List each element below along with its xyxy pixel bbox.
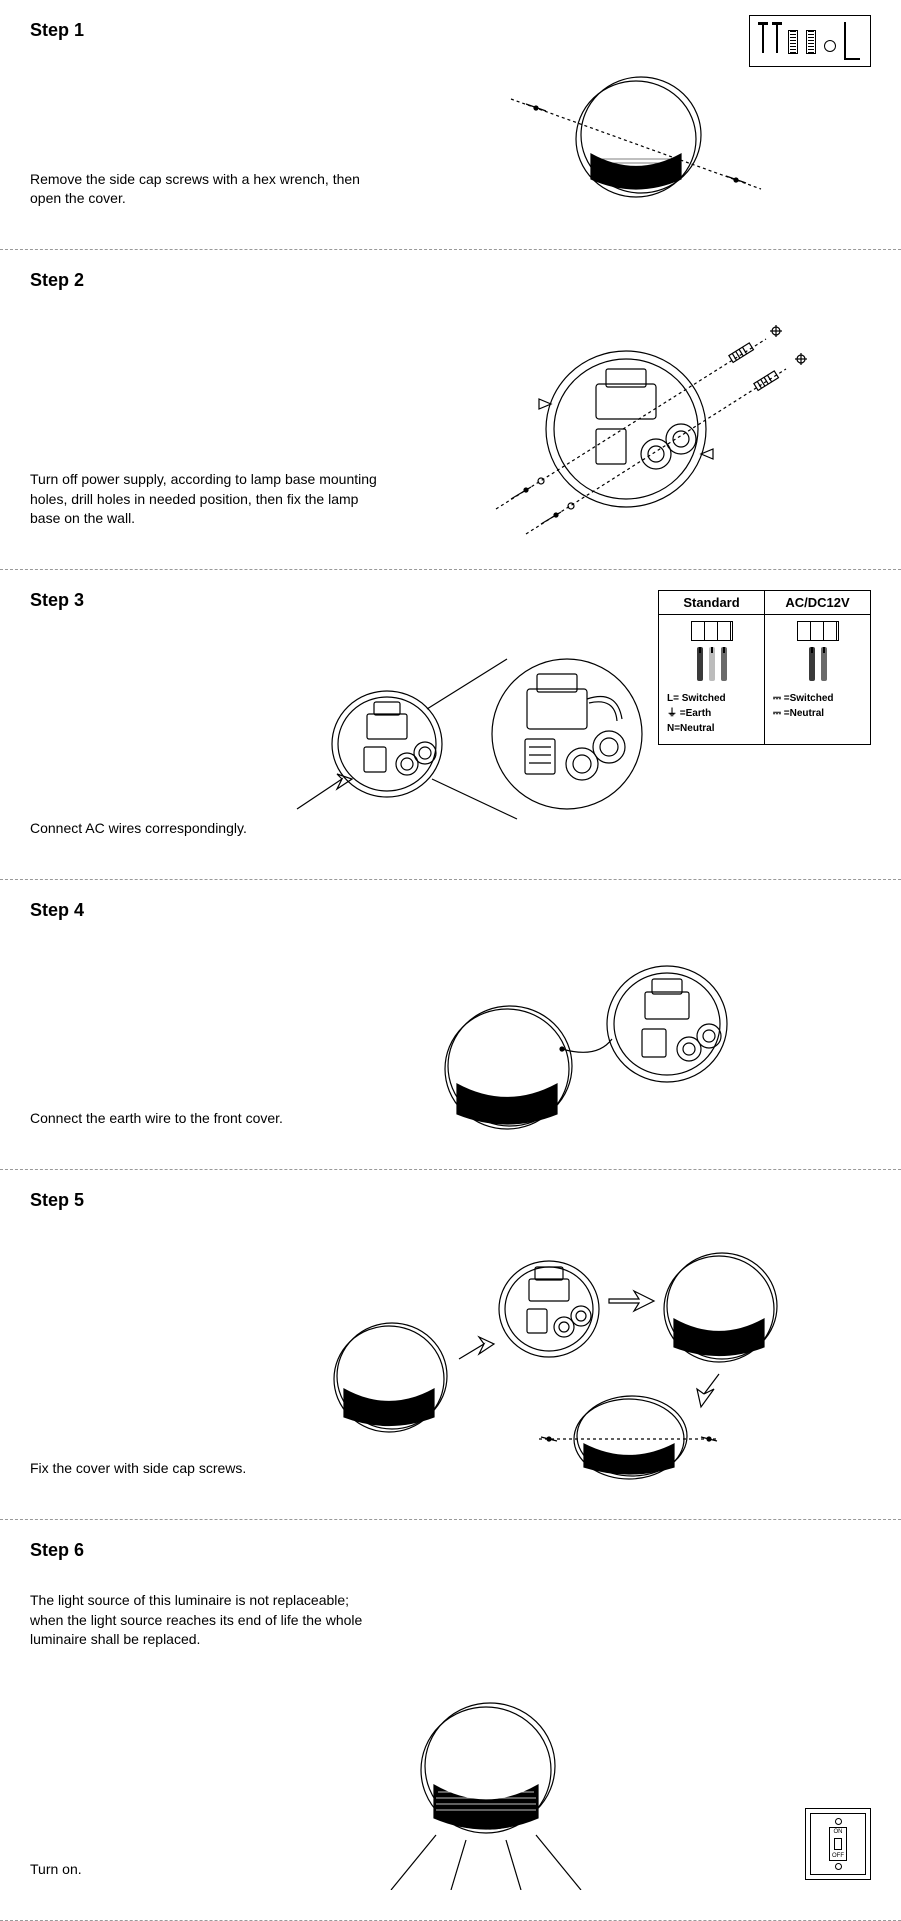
step-title: Step 4 bbox=[30, 900, 871, 921]
step-4: Step 4 Connect the earth wire to the fro… bbox=[0, 880, 901, 1170]
switch-paddle-icon bbox=[830, 1836, 846, 1852]
wiring-legend: ⎓ =Switched ⎓ =Neutral bbox=[765, 687, 870, 729]
ac-wiring-diagram bbox=[267, 629, 647, 849]
wire-neutral-icon bbox=[721, 647, 727, 681]
step-3: Step 3 Standard L= Switched ⏚ =Earth N=N… bbox=[0, 570, 901, 880]
step-2-figure bbox=[400, 309, 871, 539]
wall-anchor-icon bbox=[806, 30, 816, 54]
wiring-header: AC/DC12V bbox=[765, 591, 870, 615]
step-body: Fix the cover with side cap screws. bbox=[30, 1229, 871, 1489]
legend-row: ⎓ =Switched bbox=[773, 691, 862, 706]
switch-off-label: OFF bbox=[830, 1852, 846, 1860]
assembly-sequence-diagram bbox=[319, 1229, 819, 1489]
earth-wire-diagram bbox=[397, 939, 777, 1139]
step-text: Fix the cover with side cap screws. bbox=[30, 1459, 246, 1489]
step-title: Step 5 bbox=[30, 1190, 871, 1211]
wire-earth-icon bbox=[709, 647, 715, 681]
washer-icon bbox=[824, 40, 836, 52]
step-1-figure bbox=[400, 59, 871, 219]
wall-anchor-icon bbox=[788, 30, 798, 54]
legend-row: N=Neutral bbox=[667, 721, 756, 736]
step-5-figure bbox=[266, 1229, 871, 1489]
wire-group bbox=[809, 647, 827, 681]
screw-icon bbox=[774, 22, 780, 53]
step-4-figure bbox=[303, 939, 871, 1139]
step-body: Connect the earth wire to the front cove… bbox=[30, 939, 871, 1139]
step-1: Step 1 Remove the side cap screws with a… bbox=[0, 0, 901, 250]
light-on-diagram bbox=[336, 1690, 636, 1890]
hardware-kit-box bbox=[749, 15, 871, 67]
wire-switched-icon bbox=[809, 647, 815, 681]
step-body: Turn off power supply, according to lamp… bbox=[30, 309, 871, 539]
step-6: Step 6 ON OFF The light source of this l… bbox=[0, 1520, 901, 1921]
legend-row: ⎓ =Neutral bbox=[773, 706, 862, 721]
legend-row: ⏚ =Earth bbox=[667, 706, 756, 721]
step-2: Step 2 Turn off power supply, according … bbox=[0, 250, 901, 570]
wiring-icons bbox=[765, 615, 870, 687]
wiring-column-acdc12v: AC/DC12V ⎓ =Switched ⎓ =Neutral bbox=[765, 591, 870, 744]
wiring-header: Standard bbox=[659, 591, 764, 615]
step-title: Step 1 bbox=[30, 20, 871, 41]
step-text: Turn on. bbox=[30, 1860, 82, 1890]
wire-group bbox=[697, 647, 727, 681]
step-5: Step 5 Fix the cover with side cap screw… bbox=[0, 1170, 901, 1520]
step-text: Remove the side cap screws with a hex wr… bbox=[30, 170, 380, 219]
switch-screw-icon bbox=[835, 1863, 842, 1870]
wire-neutral-icon bbox=[821, 647, 827, 681]
wire-live-icon bbox=[697, 647, 703, 681]
wiring-icons bbox=[659, 615, 764, 687]
step-body: Turn on. bbox=[30, 1690, 871, 1890]
hex-key-icon bbox=[844, 22, 860, 60]
step-title: Step 2 bbox=[30, 270, 871, 291]
switch-toggle: ON OFF bbox=[829, 1827, 847, 1861]
step-text: Connect AC wires correspondingly. bbox=[30, 819, 247, 849]
terminal-block-icon bbox=[691, 621, 733, 641]
lamp-base-mount-diagram bbox=[456, 309, 816, 539]
replacement-note: The light source of this luminaire is no… bbox=[30, 1591, 380, 1650]
wiring-legend: L= Switched ⏚ =Earth N=Neutral bbox=[659, 687, 764, 744]
step-text: Connect the earth wire to the front cove… bbox=[30, 1109, 283, 1139]
switch-plate: ON OFF bbox=[810, 1813, 866, 1875]
screw-icon bbox=[760, 22, 766, 53]
wall-switch-diagram: ON OFF bbox=[805, 1808, 871, 1880]
lamp-cover-diagram bbox=[491, 59, 781, 219]
wiring-column-standard: Standard L= Switched ⏚ =Earth N=Neutral bbox=[659, 591, 765, 744]
wiring-legend-table: Standard L= Switched ⏚ =Earth N=Neutral … bbox=[658, 590, 871, 745]
switch-screw-icon bbox=[835, 1818, 842, 1825]
switch-on-label: ON bbox=[830, 1828, 846, 1836]
step-title: Step 6 bbox=[30, 1540, 871, 1561]
step-6-figure bbox=[102, 1690, 871, 1890]
terminal-block-icon bbox=[797, 621, 839, 641]
step-text: Turn off power supply, according to lamp… bbox=[30, 470, 380, 539]
legend-row: L= Switched bbox=[667, 691, 756, 706]
step-body: Remove the side cap screws with a hex wr… bbox=[30, 59, 871, 219]
